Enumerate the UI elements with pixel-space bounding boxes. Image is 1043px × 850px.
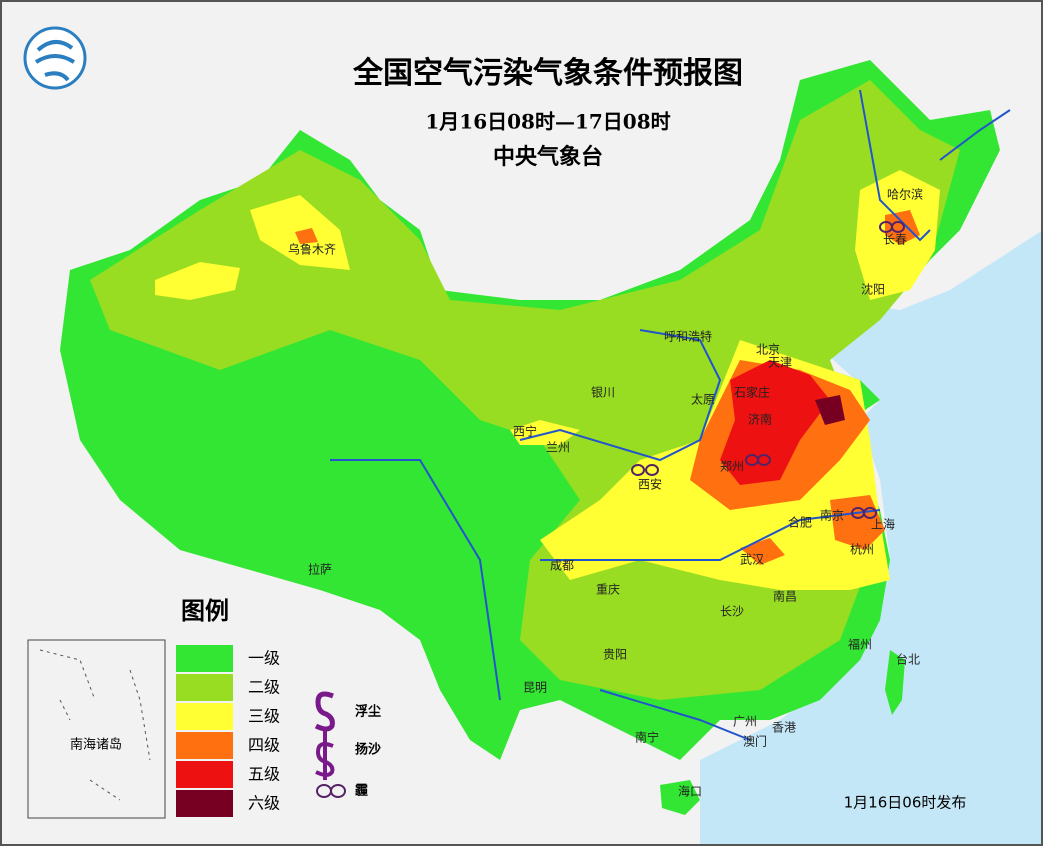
legend-label: 二级 bbox=[248, 678, 280, 697]
legend-title: 图例 bbox=[181, 597, 229, 625]
city-label: 成都 bbox=[550, 559, 574, 573]
city-label: 昆明 bbox=[523, 681, 547, 695]
inset-box bbox=[27, 639, 166, 819]
city-label: 西宁 bbox=[513, 424, 537, 439]
logo-mark bbox=[34, 40, 76, 82]
city-label: 银川 bbox=[591, 386, 615, 400]
city-label: 石家庄 bbox=[734, 385, 770, 400]
city-label: 杭州 bbox=[850, 542, 874, 557]
city-label: 合肥 bbox=[788, 515, 812, 530]
symbol-dust bbox=[314, 691, 335, 732]
legend-label: 一级 bbox=[248, 649, 280, 668]
legend-swatch bbox=[176, 674, 233, 701]
region-level-3 bbox=[155, 262, 240, 300]
city-label: 贵阳 bbox=[603, 648, 627, 662]
city-label: 兰州 bbox=[546, 441, 570, 455]
city-label: 太原 bbox=[691, 392, 715, 407]
legend-label: 三级 bbox=[248, 707, 280, 726]
city-label: 南宁 bbox=[635, 730, 659, 745]
city-label: 海口 bbox=[678, 784, 702, 799]
symbol-haze bbox=[316, 784, 346, 798]
city-label: 长沙 bbox=[720, 605, 744, 619]
issuer: 中央气象台 bbox=[493, 144, 603, 170]
issue-time: 1月16日06时发布 bbox=[844, 794, 967, 812]
city-label: 天津 bbox=[768, 356, 792, 370]
city-label: 南昌 bbox=[773, 589, 797, 604]
region-level-5 bbox=[720, 360, 830, 485]
city-label: 北京 bbox=[756, 343, 780, 357]
city-label: 武汉 bbox=[740, 553, 764, 567]
subtitle: 1月16日08时—17日08时 bbox=[425, 110, 670, 134]
city-label: 长春 bbox=[883, 233, 907, 247]
sea bbox=[700, 230, 1043, 846]
city-label: 沈阳 bbox=[861, 282, 885, 297]
city-label: 澳门 bbox=[743, 734, 767, 749]
city-label: 福州 bbox=[848, 637, 872, 652]
legend-label: 四级 bbox=[248, 736, 280, 755]
city-label: 乌鲁木齐 bbox=[288, 242, 336, 257]
symbol-label: 扬沙 bbox=[355, 742, 381, 758]
city-label: 呼和浩特 bbox=[664, 329, 712, 344]
region-level-4 bbox=[295, 228, 318, 244]
legend-label: 六级 bbox=[248, 794, 280, 813]
city-label: 广州 bbox=[733, 715, 757, 729]
hainan bbox=[660, 780, 700, 815]
city-label: 香港 bbox=[772, 721, 796, 735]
legend-swatch bbox=[176, 790, 233, 817]
inset-label: 南海诸岛 bbox=[70, 737, 122, 753]
legend-swatch bbox=[176, 732, 233, 759]
legend-label: 五级 bbox=[248, 765, 280, 784]
city-label: 郑州 bbox=[720, 459, 744, 474]
city-label: 台北 bbox=[896, 652, 920, 667]
city-label: 西安 bbox=[638, 477, 662, 492]
haze-symbols bbox=[631, 221, 905, 519]
symbol-label: 浮尘 bbox=[355, 704, 381, 720]
city-label: 重庆 bbox=[596, 583, 620, 597]
taiwan bbox=[885, 650, 905, 715]
region-level-6 bbox=[815, 395, 845, 425]
symbol-sand bbox=[315, 730, 335, 780]
city-label: 拉萨 bbox=[308, 562, 332, 577]
legend-swatch bbox=[176, 645, 233, 672]
city-label: 哈尔滨 bbox=[887, 187, 923, 202]
title: 全国空气污染气象条件预报图 bbox=[352, 56, 743, 91]
legend-swatch bbox=[176, 761, 233, 788]
city-label: 济南 bbox=[748, 412, 772, 427]
city-label: 南京 bbox=[820, 508, 844, 523]
city-label: 上海 bbox=[871, 517, 895, 532]
region-level-4 bbox=[885, 210, 920, 245]
symbol-label: 霾 bbox=[355, 784, 368, 799]
rivers bbox=[330, 89, 1011, 741]
legend-swatch bbox=[176, 703, 233, 730]
